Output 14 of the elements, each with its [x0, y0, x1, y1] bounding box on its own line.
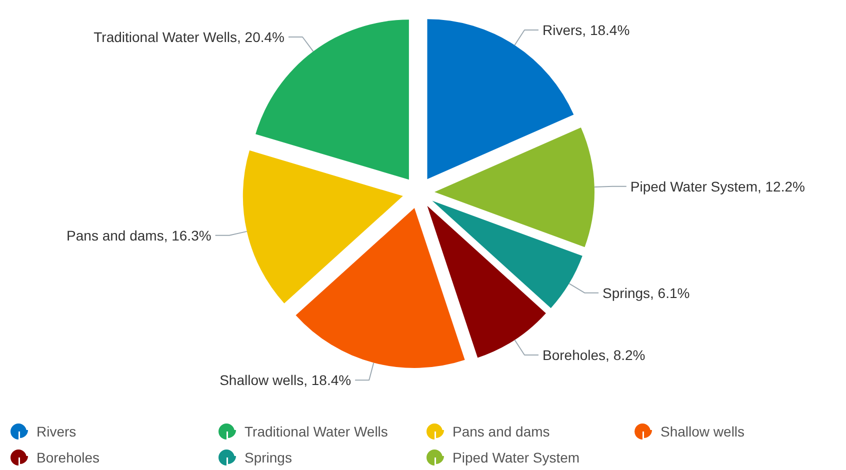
text: Springs, 6.1% [602, 284, 690, 301]
text: Pans and dams, 16.3% [66, 227, 212, 244]
text: Shallow wells, 18.4% [220, 372, 352, 388]
text: Traditional Water Wells, 20.4% [94, 28, 285, 45]
legend-label: Rivers [36, 424, 76, 440]
text: Piped Water System, 12.2% [630, 178, 805, 194]
legend-label: Pans and dams [452, 424, 550, 440]
legend-label: Boreholes [36, 450, 100, 466]
legend-label: Springs [244, 450, 292, 466]
legend-label: Shallow wells [660, 424, 745, 440]
legend-label: Piped Water System [452, 450, 580, 466]
text: Rivers, 18.4% [542, 22, 630, 38]
legend-label: Traditional Water Wells [244, 424, 388, 440]
text: Boreholes, 8.2% [542, 346, 646, 363]
